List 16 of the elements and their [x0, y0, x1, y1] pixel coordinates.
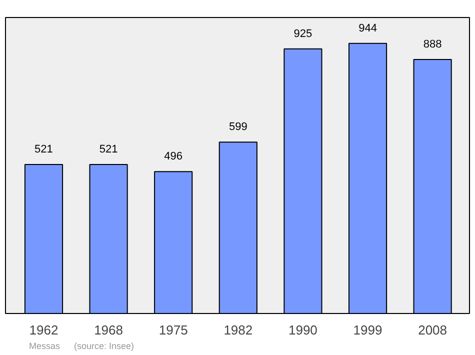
x-tick-label: 2008	[418, 322, 448, 338]
x-tick-label: 1999	[353, 322, 382, 338]
x-tick-label: 1982	[224, 322, 253, 338]
data-label: 944	[358, 22, 377, 34]
text: (source: Insee)	[74, 341, 134, 351]
data-label: 521	[34, 143, 53, 156]
x-tick-label: 1990	[288, 322, 318, 338]
data-label: 925	[294, 28, 312, 40]
x-tick-label: 1975	[158, 322, 188, 338]
x-tick-label: 1962	[29, 322, 58, 338]
data-label: 888	[423, 38, 442, 50]
text: Messas	[29, 341, 60, 351]
data-label: 496	[164, 150, 183, 163]
data-label: 521	[99, 143, 118, 156]
x-tick-label: 1968	[94, 322, 123, 338]
data-label: 599	[228, 121, 248, 134]
